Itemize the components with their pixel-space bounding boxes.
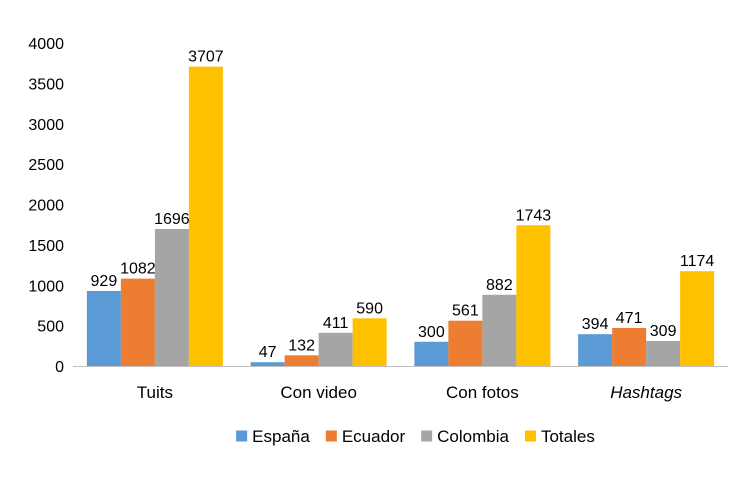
x-category-label: Con video xyxy=(280,383,357,402)
bar-españa-1 xyxy=(250,362,285,366)
data-label: 411 xyxy=(323,315,349,332)
legend-item: Ecuador xyxy=(325,427,406,446)
x-category-label: Con fotos xyxy=(446,383,519,402)
data-label: 394 xyxy=(582,316,609,333)
y-tick-label: 3500 xyxy=(28,76,64,93)
y-tick-label: 0 xyxy=(55,359,64,376)
data-label: 929 xyxy=(91,273,118,290)
bar-colombia-2 xyxy=(482,294,517,366)
x-category-label: Tuits xyxy=(137,383,173,402)
x-category-label: Hashtags xyxy=(610,383,682,402)
bar-españa-0 xyxy=(86,290,121,366)
data-label: 590 xyxy=(356,300,383,317)
bars xyxy=(86,66,715,366)
bar-totales-3 xyxy=(680,271,715,366)
data-label: 882 xyxy=(486,277,513,294)
legend-item: España xyxy=(236,427,310,446)
y-tick-label: 1000 xyxy=(28,278,64,295)
legend-label: Totales xyxy=(541,427,595,446)
bar-colombia-0 xyxy=(154,229,189,366)
bar-ecuador-2 xyxy=(448,320,483,366)
data-label: 471 xyxy=(616,310,643,327)
legend-item: Colombia xyxy=(421,427,510,446)
data-label: 3707 xyxy=(188,49,224,66)
bar-ecuador-0 xyxy=(120,278,155,366)
legend: España Ecuador Colombia Totales xyxy=(236,427,595,446)
data-label: 1174 xyxy=(680,253,715,270)
y-tick-label: 4000 xyxy=(28,36,64,53)
y-axis: 0 500 1000 1500 2000 2500 3000 3500 4000 xyxy=(28,36,64,376)
data-label: 1743 xyxy=(516,207,552,224)
bar-totales-0 xyxy=(188,66,223,366)
bar-ecuador-3 xyxy=(612,327,647,366)
legend-label: España xyxy=(252,427,310,446)
legend-swatch xyxy=(524,430,536,442)
data-label: 1082 xyxy=(120,261,156,278)
legend-label: Ecuador xyxy=(342,427,406,446)
y-tick-label: 1500 xyxy=(28,238,64,255)
bar-colombia-1 xyxy=(318,332,353,366)
data-label: 47 xyxy=(259,344,277,361)
legend-item: Totales xyxy=(524,427,595,446)
data-label: 132 xyxy=(288,337,315,354)
y-tick-label: 500 xyxy=(37,319,64,336)
y-tick-label: 2000 xyxy=(28,198,64,215)
legend-label: Colombia xyxy=(437,427,509,446)
bar-españa-3 xyxy=(578,334,613,366)
bar-ecuador-1 xyxy=(284,355,319,366)
bar-totales-1 xyxy=(352,318,387,366)
bar-totales-2 xyxy=(516,225,551,366)
bar-españa-2 xyxy=(414,341,449,366)
y-tick-label: 3000 xyxy=(28,117,64,134)
x-axis: Tuits Con video Con fotos Hashtags xyxy=(73,366,728,402)
data-label: 1696 xyxy=(154,211,190,228)
legend-swatch xyxy=(236,430,248,442)
data-label: 561 xyxy=(452,303,479,320)
legend-swatch xyxy=(325,430,337,442)
data-label: 300 xyxy=(418,324,445,341)
bar-colombia-3 xyxy=(646,341,681,366)
y-tick-label: 2500 xyxy=(28,157,64,174)
data-label: 309 xyxy=(650,323,677,340)
legend-swatch xyxy=(421,430,433,442)
